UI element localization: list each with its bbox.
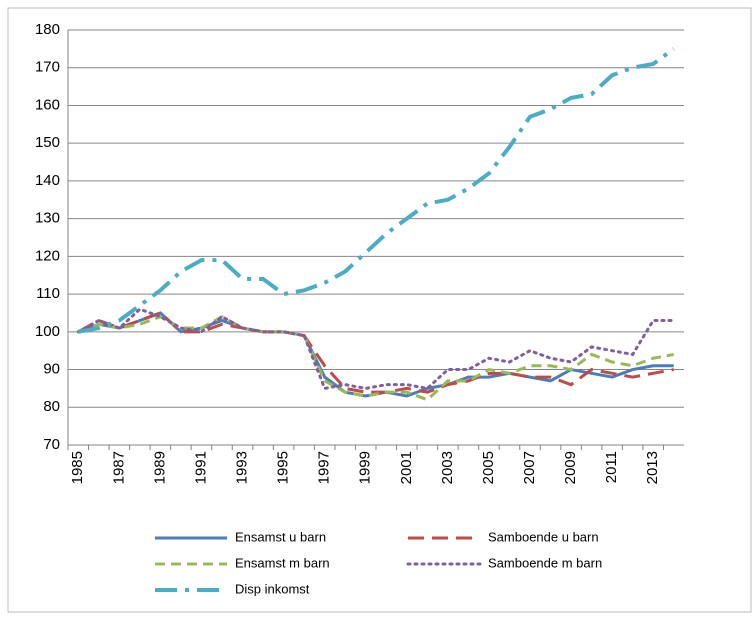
y-tick-label: 160 bbox=[35, 96, 60, 113]
y-tick-label: 140 bbox=[35, 172, 60, 189]
x-tick-label: 1997 bbox=[316, 451, 333, 484]
y-tick-label: 180 bbox=[35, 21, 60, 38]
x-tick-label: 2007 bbox=[521, 451, 538, 484]
x-tick-label: 2011 bbox=[603, 451, 620, 483]
legend-label: Ensamst m barn bbox=[235, 555, 330, 570]
x-tick-label: 1993 bbox=[234, 451, 251, 484]
x-tick-label: 2001 bbox=[398, 451, 415, 484]
chart-border bbox=[7, 7, 752, 613]
y-tick-label: 110 bbox=[36, 285, 60, 302]
legend-label: Samboende u barn bbox=[488, 529, 599, 544]
x-tick-label: 1985 bbox=[69, 451, 86, 484]
series-line bbox=[77, 47, 675, 334]
y-tick-label: 170 bbox=[35, 59, 60, 76]
y-tick-label: 80 bbox=[43, 398, 60, 415]
x-tick-label: 2003 bbox=[439, 451, 456, 484]
x-tick-label: 1995 bbox=[275, 451, 292, 484]
x-tick-label: 1987 bbox=[110, 451, 127, 484]
x-tick-label: 1999 bbox=[357, 451, 374, 484]
x-tick-label: 2005 bbox=[480, 451, 497, 484]
y-tick-label: 120 bbox=[35, 247, 60, 264]
x-tick-label: 2009 bbox=[562, 451, 579, 484]
legend-label: Disp inkomst bbox=[235, 581, 310, 596]
series-line bbox=[76, 307, 676, 391]
y-tick-label: 70 bbox=[43, 436, 60, 453]
y-tick-label: 90 bbox=[43, 361, 60, 378]
legend-label: Samboende m barn bbox=[488, 555, 602, 570]
x-tick-label: 1991 bbox=[192, 451, 209, 484]
y-tick-label: 130 bbox=[35, 210, 60, 227]
legend-label: Ensamst u barn bbox=[235, 529, 326, 544]
x-tick-label: 1989 bbox=[151, 451, 168, 484]
y-tick-label: 150 bbox=[35, 134, 60, 151]
y-tick-label: 100 bbox=[35, 323, 60, 340]
x-tick-label: 2013 bbox=[644, 451, 661, 484]
series-line bbox=[77, 311, 675, 394]
